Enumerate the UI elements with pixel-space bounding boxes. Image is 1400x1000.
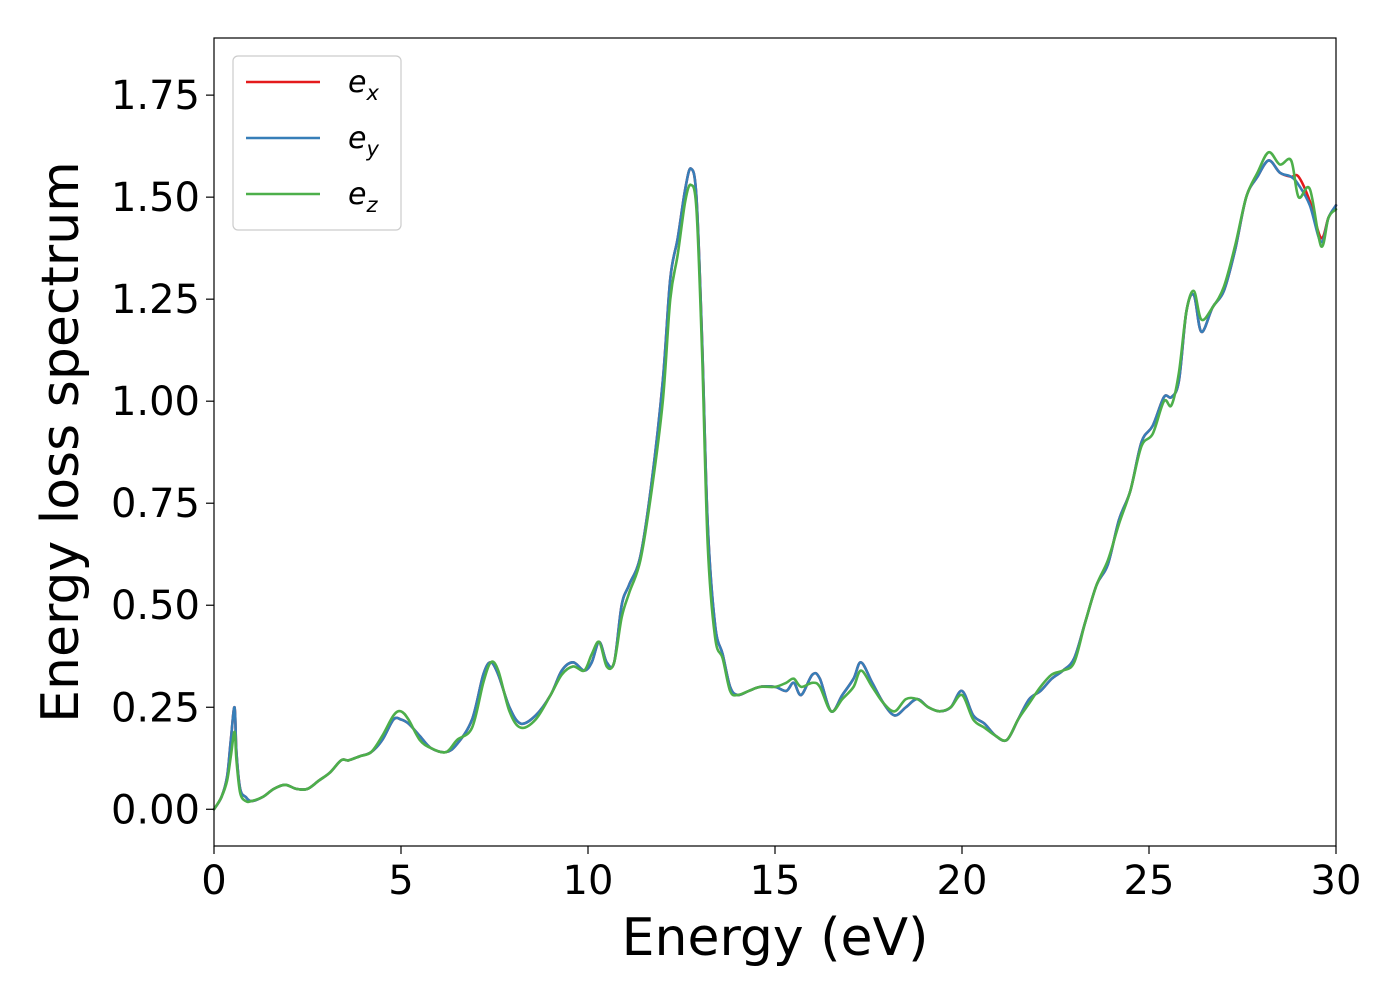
legend-label-subscript: z bbox=[365, 193, 378, 217]
y-tick-label: 1.00 bbox=[111, 379, 200, 425]
series-line-z bbox=[212, 150, 1338, 811]
y-axis-ticks: 0.00 0.25 0.50 0.75 1.00 1.25 1.50 1.75 bbox=[111, 73, 214, 833]
y-tick-label: 0.50 bbox=[111, 583, 200, 629]
x-axis-ticks: 0 5 10 15 20 25 30 bbox=[201, 846, 1361, 904]
x-tick-label: 25 bbox=[1124, 858, 1175, 904]
legend-label-subscript: x bbox=[365, 81, 379, 105]
series-lines bbox=[212, 150, 1338, 811]
legend-label-y: ey bbox=[348, 121, 379, 161]
legend-label-x: ex bbox=[348, 65, 379, 105]
y-tick-label: 1.75 bbox=[111, 73, 200, 119]
x-axis-label: Energy (eV) bbox=[622, 908, 929, 968]
x-tick-label: 0 bbox=[201, 858, 226, 904]
x-tick-label: 30 bbox=[1311, 858, 1362, 904]
series-line-y bbox=[212, 159, 1338, 811]
y-tick-label: 1.50 bbox=[111, 175, 200, 221]
y-tick-label: 0.75 bbox=[111, 481, 200, 527]
x-tick-label: 10 bbox=[563, 858, 614, 904]
y-axis-label: Energy loss spectrum bbox=[31, 161, 91, 723]
x-tick-label: 5 bbox=[388, 858, 413, 904]
y-tick-label: 0.25 bbox=[111, 685, 200, 731]
legend-box bbox=[232, 55, 402, 231]
x-tick-label: 15 bbox=[750, 858, 801, 904]
series-line-x bbox=[212, 159, 1338, 811]
y-tick-label: 0.00 bbox=[111, 787, 200, 833]
legend-label-subscript: y bbox=[365, 137, 379, 161]
x-tick-label: 20 bbox=[937, 858, 988, 904]
y-tick-label: 1.25 bbox=[111, 277, 200, 323]
